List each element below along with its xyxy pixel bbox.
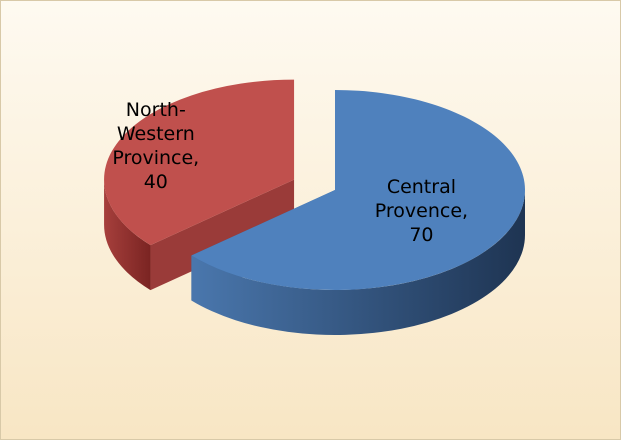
slice-side: [191, 190, 525, 336]
slice: [104, 79, 295, 246]
data-label-wrap: North-Western Province, 40: [100, 86, 212, 206]
slice: [191, 90, 525, 290]
data-label-wrap: Central Provence, 70: [365, 151, 477, 271]
data-label-box: North-Western Province, 40: [100, 86, 212, 206]
slice-cut-face: [150, 179, 295, 291]
data-label: North-Western Province, 40: [112, 99, 200, 194]
slice-side: [104, 179, 151, 291]
data-label-box: Central Provence, 70: [365, 151, 477, 271]
data-label: Central Provence, 70: [374, 175, 469, 246]
